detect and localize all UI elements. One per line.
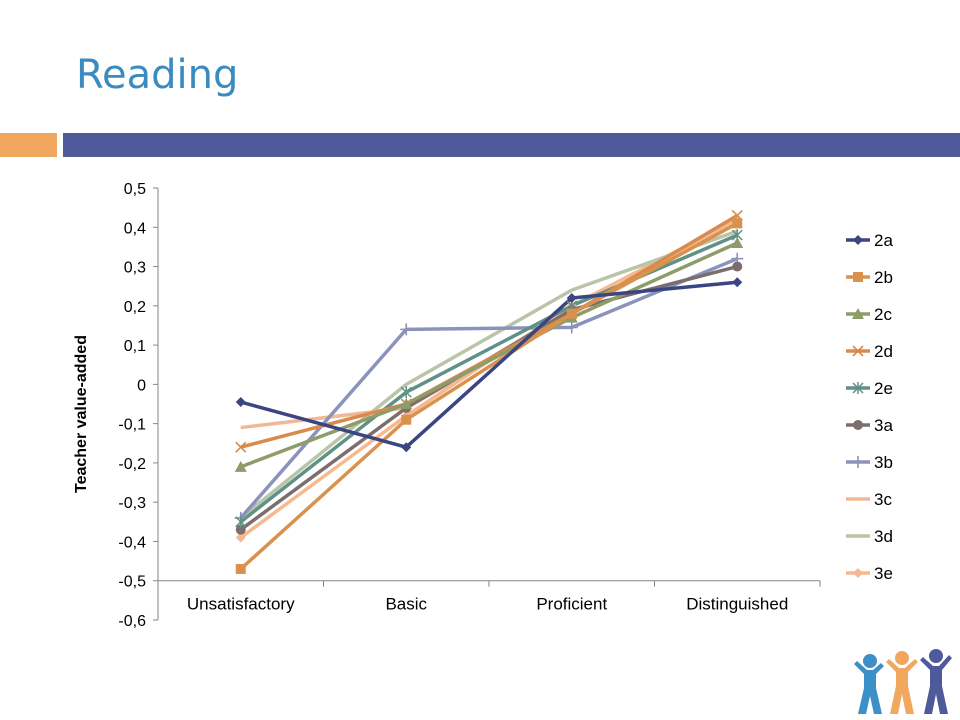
data-point-2b xyxy=(732,218,742,228)
legend-marker-3e xyxy=(853,568,863,578)
y-tick-label: -0,2 xyxy=(118,456,146,473)
legend-label: 2d xyxy=(874,342,893,361)
legend-label: 3b xyxy=(874,453,893,472)
data-point-2a xyxy=(732,277,742,287)
legend-marker-3a xyxy=(853,420,863,430)
y-tick-label: 0,5 xyxy=(124,181,146,198)
y-tick-label: 0,1 xyxy=(124,338,146,355)
legend-label: 3a xyxy=(874,416,893,435)
legend-label: 2a xyxy=(874,231,893,250)
legend-marker-2a xyxy=(853,235,863,245)
data-point-2b xyxy=(401,415,411,425)
legend-label: 3c xyxy=(874,490,892,509)
data-point-2e xyxy=(236,516,246,528)
legend-marker-3b xyxy=(852,456,864,468)
legend-label: 3d xyxy=(874,527,893,546)
legend-label: 2e xyxy=(874,379,893,398)
data-point-2b xyxy=(236,564,246,574)
legend-marker-2b xyxy=(853,272,863,282)
y-tick-label: -0,1 xyxy=(118,417,146,434)
legend-label: 2b xyxy=(874,268,893,287)
legend-label: 2c xyxy=(874,305,892,324)
y-tick-label: 0 xyxy=(137,377,146,394)
series-line-3a xyxy=(241,267,738,530)
y-tick-label: -0,4 xyxy=(118,534,146,551)
x-tick-label: Basic xyxy=(385,595,427,614)
y-tick-label: 0,2 xyxy=(124,299,146,316)
series-line-2d xyxy=(241,215,738,447)
y-tick-label: -0,6 xyxy=(118,613,146,630)
y-axis-title: Teacher value-added xyxy=(73,335,90,493)
data-point-3a xyxy=(732,262,742,272)
people-logo-icon xyxy=(848,648,960,716)
y-tick-label: -0,3 xyxy=(118,495,146,512)
data-point-3b xyxy=(566,321,578,333)
y-tick-label: 0,3 xyxy=(124,260,146,277)
series-line-3c xyxy=(241,219,738,427)
x-tick-label: Unsatisfactory xyxy=(187,595,295,614)
legend-label: 3e xyxy=(874,564,893,583)
y-tick-label: -0,5 xyxy=(118,574,146,591)
x-tick-label: Proficient xyxy=(536,595,607,614)
y-tick-label: 0,4 xyxy=(124,220,146,237)
x-tick-label: Distinguished xyxy=(686,595,788,614)
data-point-2b xyxy=(567,309,577,319)
series-line-3b xyxy=(241,259,738,518)
data-point-2a xyxy=(236,397,246,407)
